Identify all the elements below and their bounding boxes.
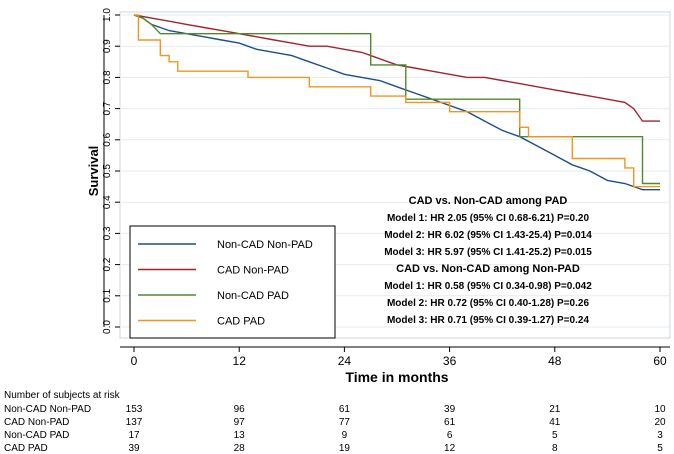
x-tick-label: 24 (338, 354, 352, 368)
model-annotations: CAD vs. Non-CAD among PAD Model 1: HR 2.0… (384, 195, 592, 326)
y-tick-label: 0.2 (102, 257, 113, 271)
y-tick-label: 0.4 (102, 195, 113, 209)
risk-count: 97 (234, 417, 246, 428)
annotation-heading: CAD vs. Non-CAD among Non-PAD (396, 263, 580, 275)
risk-count: 17 (128, 430, 140, 441)
x-tick-label: 48 (548, 354, 562, 368)
risk-table: Number of subjects at risk Non-CAD Non-PA… (4, 390, 666, 454)
y-tick-label: 1.0 (102, 8, 113, 22)
y-tick-label: 0.3 (102, 226, 113, 240)
survival-curves (133, 14, 660, 191)
y-tick-label: 0.6 (102, 132, 113, 146)
y-tick-label: 0.9 (102, 39, 113, 53)
risk-count: 77 (339, 417, 351, 428)
annotation-line: Model 2: HR 6.02 (95% CI 1.43-25.4) P=0.… (384, 230, 592, 241)
risk-count: 137 (126, 417, 143, 428)
survival-line-3 (133, 14, 660, 185)
risk-count: 61 (444, 417, 456, 428)
risk-count: 41 (549, 417, 561, 428)
risk-count: 3 (657, 430, 663, 441)
risk-count: 39 (128, 443, 140, 454)
risk-count: 20 (654, 417, 666, 428)
risk-row-label: Non-CAD Non-PAD (4, 404, 91, 415)
annotation-line: Model 3: HR 5.97 (95% CI 1.41-25.2) P=0.… (384, 247, 592, 258)
y-axis-title: Survival (86, 146, 101, 197)
x-tick-label: 36 (443, 354, 457, 368)
legend-label-1: Non-CAD Non-PAD (217, 239, 313, 251)
annotation-line: Model 2: HR 0.72 (95% CI 0.40-1.28) P=0.… (387, 298, 589, 309)
y-tick-label: 0.8 (102, 70, 113, 84)
risk-count: 6 (447, 430, 453, 441)
legend-label-4: CAD PAD (217, 316, 265, 328)
risk-count: 28 (234, 443, 246, 454)
annotation-line: Model 1: HR 0.58 (95% CI 0.34-0.98) P=0.… (384, 281, 592, 292)
x-tick-label: 60 (653, 354, 667, 368)
legend-label-3: Non-CAD PAD (217, 290, 289, 302)
risk-count: 39 (444, 404, 456, 415)
risk-row-label: Non-CAD PAD (4, 430, 69, 441)
risk-row-label: CAD Non-PAD (4, 417, 69, 428)
annotation-heading: CAD vs. Non-CAD among PAD (409, 195, 568, 207)
risk-row-label: CAD PAD (4, 443, 48, 454)
risk-count: 10 (654, 404, 666, 415)
plot-frame (119, 11, 671, 339)
survival-line-1 (133, 14, 660, 191)
y-tick-label: 0.1 (102, 288, 113, 302)
x-axis-title: Time in months (345, 369, 448, 385)
y-tick-label: 0.7 (102, 101, 113, 115)
risk-count: 5 (657, 443, 663, 454)
risk-count: 21 (549, 404, 561, 415)
legend: Non-CAD Non-PAD CAD Non-PAD Non-CAD PAD CAD… (129, 225, 336, 339)
risk-count: 13 (234, 430, 246, 441)
risk-count: 5 (552, 430, 558, 441)
survival-line-2 (133, 14, 660, 122)
y-tick-label: 0.5 (102, 164, 113, 178)
y-tick-label: 0.0 (102, 320, 113, 334)
risk-count: 8 (552, 443, 558, 454)
risk-count: 12 (444, 443, 456, 454)
survival-line-4 (134, 14, 660, 188)
risk-count: 96 (234, 404, 246, 415)
annotation-line: Model 3: HR 0.71 (95% CI 0.39-1.27) P=0.… (387, 315, 589, 326)
risk-count: 9 (342, 430, 348, 441)
x-tick-label: 0 (131, 354, 138, 368)
axes: 0.0 0.1 0.2 0.3 0.4 0.5 0.6 0.7 0.8 0.9 1.0 0 12 24 36… (86, 8, 670, 385)
risk-count: 19 (339, 443, 351, 454)
risk-count: 153 (126, 404, 143, 415)
risk-table-title: Number of subjects at risk (4, 390, 121, 401)
legend-label-2: CAD Non-PAD (217, 265, 289, 277)
annotation-line: Model 1: HR 2.05 (95% CI 0.68-6.21) P=0.… (387, 213, 589, 224)
x-tick-label: 12 (233, 354, 247, 368)
risk-count: 61 (339, 404, 351, 415)
